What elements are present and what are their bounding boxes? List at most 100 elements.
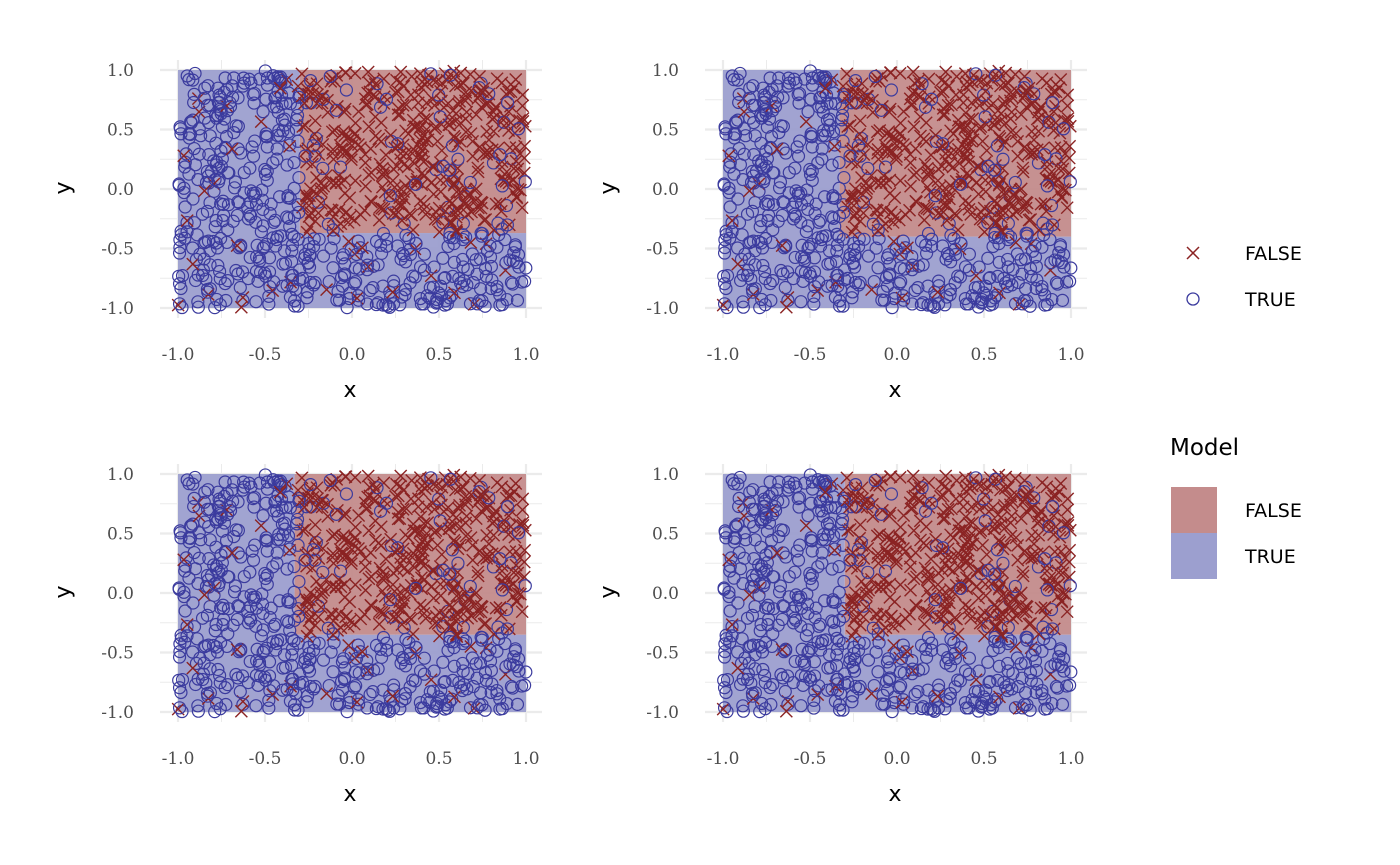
point-true [316, 249, 331, 263]
point-true [718, 233, 732, 247]
x-tick-label: -1.0 [162, 345, 195, 365]
point-true [794, 295, 808, 309]
point-false [291, 79, 305, 93]
point-true [379, 298, 393, 312]
panel-top-left: -1.0 -0.5 0.0 0.5 1.0 -1.0 -0.5 0.0 0.5 1.0 x y [51, 60, 542, 403]
point-true [262, 251, 277, 265]
point-true [499, 256, 513, 270]
point-true [402, 231, 416, 246]
y-tick-label: 0.5 [652, 525, 679, 545]
point-true [262, 297, 276, 311]
point-false [410, 175, 424, 189]
point-true [211, 258, 225, 273]
point-true [233, 280, 247, 295]
point-true [203, 98, 217, 112]
x-tick-label: -0.5 [794, 749, 827, 769]
point-true [215, 152, 229, 166]
point-true [736, 295, 750, 309]
point-true [287, 299, 302, 313]
point-true [287, 209, 302, 223]
point-false [325, 125, 339, 139]
point-true [214, 231, 228, 246]
point-true [259, 237, 273, 251]
y-axis-title: y [596, 181, 621, 194]
point-false [450, 185, 464, 199]
point-true [830, 273, 845, 287]
x-tick-label: 1.0 [1057, 749, 1084, 769]
point-false [303, 182, 317, 196]
point-false [509, 154, 523, 168]
point-false [495, 155, 509, 169]
point-true [258, 266, 272, 280]
point-false [186, 257, 200, 271]
point-true [1014, 253, 1028, 267]
point-true [324, 241, 338, 255]
point-false [342, 234, 356, 248]
point-false [449, 223, 463, 237]
point-false [471, 165, 485, 179]
point-false [234, 300, 248, 314]
point-true [369, 234, 384, 248]
point-true [207, 154, 221, 168]
point-true [473, 252, 488, 266]
point-false [334, 176, 348, 190]
point-false [375, 161, 389, 175]
point-false [425, 160, 439, 174]
point-false [295, 89, 309, 103]
point-true [830, 254, 844, 268]
point-false [386, 162, 400, 176]
point-false [337, 105, 351, 119]
point-true [300, 291, 314, 305]
point-true [246, 149, 261, 163]
point-true [178, 155, 192, 169]
point-false [398, 179, 412, 193]
x-axis-title: x [888, 378, 901, 403]
point-true [1035, 240, 1049, 254]
point-true [195, 268, 210, 283]
point-true [285, 244, 299, 258]
point-false [417, 197, 431, 211]
point-false [298, 118, 312, 132]
point-true [231, 267, 245, 281]
point-true [197, 252, 211, 266]
point-true [173, 120, 187, 134]
point-false [347, 213, 361, 227]
point-true [188, 66, 202, 81]
y-tick-label: -1.0 [101, 299, 134, 319]
point-true [178, 200, 192, 214]
point-true [322, 274, 336, 289]
y-tick-label: 1.0 [652, 465, 679, 485]
point-false [332, 203, 346, 217]
point-false [361, 65, 375, 79]
point-true [991, 269, 1005, 283]
point-true [360, 258, 375, 272]
point-true [275, 97, 289, 111]
point-false [401, 160, 415, 174]
point-false [477, 147, 491, 161]
point-true [249, 295, 263, 309]
point-true [391, 137, 405, 151]
point-true [280, 210, 294, 224]
point-true [283, 97, 298, 111]
point-false [474, 201, 488, 215]
point-true [382, 300, 397, 314]
legend-item-false-point: FALSE [1186, 243, 1302, 265]
point-false [471, 161, 485, 175]
y-tick-label: 0.0 [652, 180, 679, 200]
y-tick-label: 0.5 [107, 525, 134, 545]
legend-model: Model FALSE TRUE [1170, 435, 1302, 579]
point-false [303, 220, 317, 234]
point-false [351, 137, 365, 151]
point-false [338, 173, 352, 187]
point-true [484, 281, 498, 296]
point-false [335, 142, 349, 156]
point-false [1054, 140, 1068, 154]
point-false [273, 81, 287, 95]
point-false [329, 177, 343, 191]
point-false [393, 108, 407, 122]
point-true [430, 292, 444, 307]
point-false [453, 94, 467, 108]
point-false [496, 113, 510, 127]
point-true [443, 226, 457, 240]
point-true [484, 259, 498, 274]
